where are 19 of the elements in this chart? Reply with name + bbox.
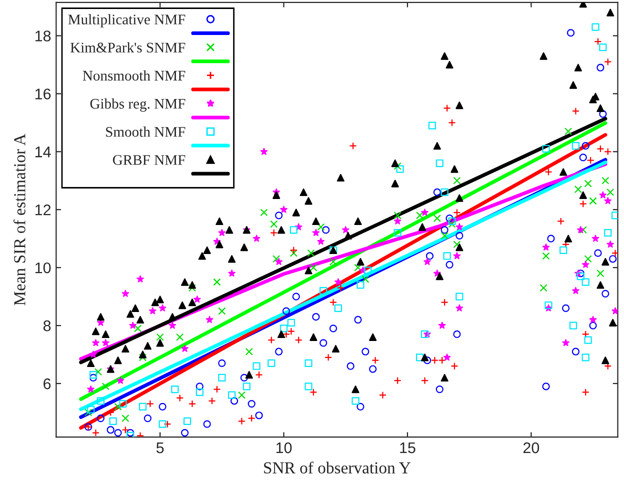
x-tick-label: 15 — [400, 442, 416, 454]
legend-label: Multiplicative NMF — [68, 14, 186, 28]
y-tick-label: 14 — [35, 146, 51, 158]
legend-label: Gibbs reg. NMF — [90, 98, 186, 112]
legend-label: Smooth NMF — [106, 126, 186, 137]
y-tick-label: 16 — [35, 88, 51, 100]
x-axis-title: SNR of observation Y — [264, 462, 411, 474]
legend-label: Kim&Park's SNMF — [70, 42, 186, 53]
x-tick-label: 10 — [276, 442, 292, 454]
legend-label: GRBF NMF — [112, 155, 186, 165]
y-tick-label: 18 — [35, 30, 51, 42]
y-tick-label: 12 — [35, 204, 51, 216]
y-axis-title: Mean SIR of estimatior A — [13, 134, 26, 306]
legend-label: Nonsmooth NMF — [82, 70, 186, 81]
x-tick-label: 20 — [523, 442, 540, 454]
y-tick-label: 10 — [35, 262, 51, 274]
x-tick-label: 5 — [156, 442, 164, 454]
y-tick-label: 6 — [44, 378, 51, 390]
y-tick-label: 8 — [43, 320, 51, 332]
